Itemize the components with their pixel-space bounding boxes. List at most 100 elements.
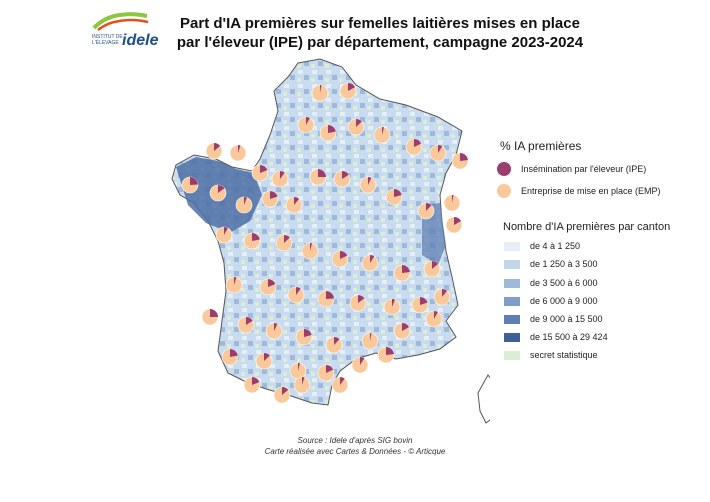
class-swatch (504, 296, 520, 306)
department-pie-ipe-slice (302, 377, 305, 385)
corsica-shape (477, 374, 490, 424)
class-label: de 4 à 1 250 (530, 241, 581, 251)
class-row-7: secret statistique (504, 350, 598, 360)
ipe-swatch-icon (497, 162, 511, 176)
class-row-4: de 6 000 à 9 000 (504, 296, 598, 306)
department-pie-ipe-slice (328, 125, 336, 133)
class-swatch (504, 350, 520, 360)
source-line-2: Carte réalisée avec Cartes & Données - ©… (264, 447, 446, 456)
class-row-6: de 15 500 à 29 424 (504, 332, 608, 342)
department-pie-ipe-slice (294, 197, 300, 205)
department-pie-ipe-slice (260, 165, 268, 173)
class-label: de 9 000 à 15 500 (530, 314, 603, 324)
pie-layer (181, 82, 469, 404)
france-map (171, 58, 490, 424)
class-swatch (504, 259, 520, 269)
pie-legend-emp-label: Entreprise de mise en place (EMP) (521, 186, 661, 196)
department-pie-ipe-slice (334, 337, 340, 345)
department-pie-ipe-slice (190, 177, 198, 185)
department-pie-ipe-slice (274, 323, 278, 331)
department-pie-ipe-slice (326, 291, 334, 299)
class-label: de 3 500 à 6 000 (530, 278, 598, 288)
class-swatch (504, 332, 520, 342)
department-pie-ipe-slice (238, 145, 241, 153)
department-pie-ipe-slice (244, 197, 247, 205)
department-pie-ipe-slice (234, 277, 237, 285)
class-label: de 15 500 à 29 424 (530, 332, 608, 342)
pie-legend-title: % IA premières (500, 139, 582, 153)
class-label: de 1 250 à 3 500 (530, 259, 598, 269)
department-pie-ipe-slice (360, 357, 365, 365)
department-pie-ipe-slice (270, 191, 278, 199)
department-pie-ipe-slice (356, 119, 362, 127)
department-pie-ipe-slice (386, 347, 394, 355)
department-pie-ipe-slice (370, 255, 375, 263)
department-pie-ipe-slice (392, 299, 395, 307)
department-pie-ipe-slice (298, 363, 300, 371)
source-line-1: Source : Idele d'après SIG bovin (297, 436, 413, 445)
department-pie-ipe-slice (370, 333, 372, 341)
department-pie-ipe-slice (252, 377, 260, 385)
department-pie-ipe-slice (318, 169, 326, 177)
class-swatch (504, 278, 520, 288)
department-pie-ipe-slice (454, 217, 462, 225)
choropleth-legend-title: Nombre d'IA premières par canton (503, 221, 671, 233)
department-pie-ipe-slice (394, 189, 402, 197)
department-pie-ipe-slice (326, 365, 334, 373)
department-pie-ipe-slice (246, 317, 253, 325)
department-pie-ipe-slice (296, 287, 301, 295)
department-pie-ipe-slice (340, 251, 348, 259)
department-pie-ipe-slice (438, 145, 443, 153)
department-pie-ipe-slice (420, 297, 428, 305)
department-pie-ipe-slice (320, 85, 322, 93)
department-pie-ipe-slice (348, 83, 356, 91)
department-pie-ipe-slice (210, 309, 218, 317)
department-pie-ipe-slice (268, 279, 276, 287)
department-pie-ipe-slice (358, 295, 365, 303)
department-pie-ipe-slice (280, 171, 285, 179)
department-pie-ipe-slice (306, 117, 310, 125)
department-pie-ipe-slice (368, 177, 372, 185)
department-pie-ipe-slice (264, 353, 270, 361)
department-pie-ipe-slice (460, 153, 468, 161)
department-pie-ipe-slice (414, 139, 422, 147)
class-row-1: de 4 à 1 250 (504, 241, 580, 251)
department-pie-ipe-slice (442, 289, 448, 297)
department-pie-ipe-slice (342, 171, 349, 179)
pie-legend-emp: Entreprise de mise en place (EMP) (497, 184, 661, 198)
department-pie-ipe-slice (218, 185, 225, 193)
map-title: Part d'IA premières sur femelles laitièr… (160, 14, 600, 52)
pie-legend-ipe-label: Insémination par l'éleveur (IPE) (521, 164, 647, 174)
title-line-1: Part d'IA premières sur femelles laitièr… (180, 15, 580, 32)
source-note: Source : Idele d'après SIG bovin Carte r… (250, 435, 460, 457)
department-pie-ipe-slice (214, 143, 221, 151)
title-line-2: par l'éleveur (IPE) par département, cam… (176, 34, 584, 51)
department-pie-ipe-slice (252, 233, 260, 241)
logo-swoosh-icon (92, 12, 149, 31)
class-row-3: de 3 500 à 6 000 (504, 278, 598, 288)
department-pie-ipe-slice (402, 265, 410, 273)
department-pie-ipe-slice (310, 243, 312, 251)
department-pie-ipe-slice (340, 377, 345, 385)
emp-swatch-icon (497, 184, 511, 198)
department-pie-ipe-slice (402, 323, 410, 331)
class-row-5: de 9 000 à 15 500 (504, 314, 603, 324)
logo-wordmark: idele (122, 32, 159, 49)
class-label: secret statistique (530, 350, 598, 360)
class-swatch (504, 241, 520, 251)
class-row-2: de 1 250 à 3 500 (504, 259, 598, 269)
class-swatch (504, 314, 520, 324)
department-pie-ipe-slice (282, 387, 289, 395)
department-pie-ipe-slice (452, 195, 454, 203)
department-pie-ipe-slice (224, 227, 228, 235)
department-pie-ipe-slice (304, 329, 312, 337)
department-pie-ipe-slice (284, 235, 290, 243)
idele-logo: INSTITUT DE L'ÉLEVAGE idele (92, 10, 158, 50)
department-pie-ipe-slice (230, 349, 238, 357)
class-label: de 6 000 à 9 000 (530, 296, 598, 306)
department-pie-ipe-slice (382, 127, 384, 135)
france-mainland-shape (171, 58, 463, 406)
logo-org-text: INSTITUT DE L'ÉLEVAGE (92, 34, 123, 46)
department-pie-ipe-slice (434, 311, 438, 319)
pie-legend-ipe: Insémination par l'éleveur (IPE) (497, 162, 646, 176)
